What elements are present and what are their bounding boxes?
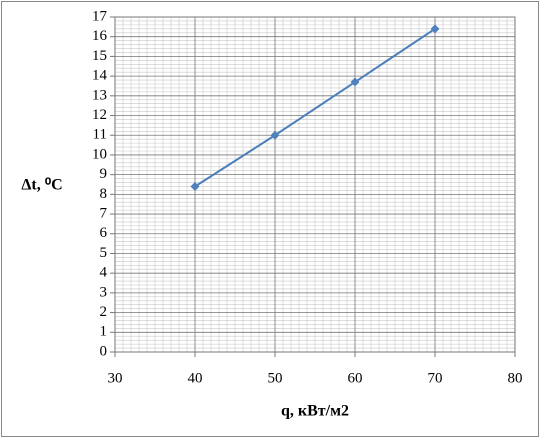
y-tick-label: 9 xyxy=(100,166,108,182)
data-point xyxy=(430,24,440,34)
y-tick-label: 6 xyxy=(100,225,108,241)
x-tick-label: 40 xyxy=(188,370,203,386)
series-line xyxy=(194,27,436,188)
x-tick-label: 70 xyxy=(428,370,443,386)
x-tick-label: 30 xyxy=(108,370,123,386)
y-tick-label: 10 xyxy=(92,146,107,162)
y-tick-label: 13 xyxy=(92,87,107,103)
y-axis-title: Δt, ⁰C xyxy=(21,177,62,194)
y-tick-label: 11 xyxy=(93,127,107,143)
y-tick-label: 5 xyxy=(100,245,108,261)
x-tick-label: 80 xyxy=(508,370,523,386)
y-tick-label: 15 xyxy=(92,48,107,64)
plot-border xyxy=(114,16,516,353)
data-point xyxy=(270,130,280,140)
y-tick-label: 14 xyxy=(92,68,108,84)
x-axis-title: q, кВт/м2 xyxy=(281,403,349,420)
data-point xyxy=(350,77,360,87)
y-tick-label: 0 xyxy=(100,343,108,359)
y-tick-label: 17 xyxy=(92,8,108,24)
y-tick-label: 2 xyxy=(100,304,108,320)
data-point xyxy=(190,181,200,191)
x-tick-label: 60 xyxy=(348,370,363,386)
y-tick-label: 12 xyxy=(92,107,107,123)
y-tick-label: 8 xyxy=(100,186,108,202)
y-tick-label: 16 xyxy=(92,28,108,44)
x-tick-label: 50 xyxy=(268,370,283,386)
y-tick-label: 7 xyxy=(100,205,108,221)
y-tick-label: 1 xyxy=(100,324,108,340)
y-tick-label: 3 xyxy=(100,284,108,300)
y-tick-label: 4 xyxy=(100,265,108,281)
